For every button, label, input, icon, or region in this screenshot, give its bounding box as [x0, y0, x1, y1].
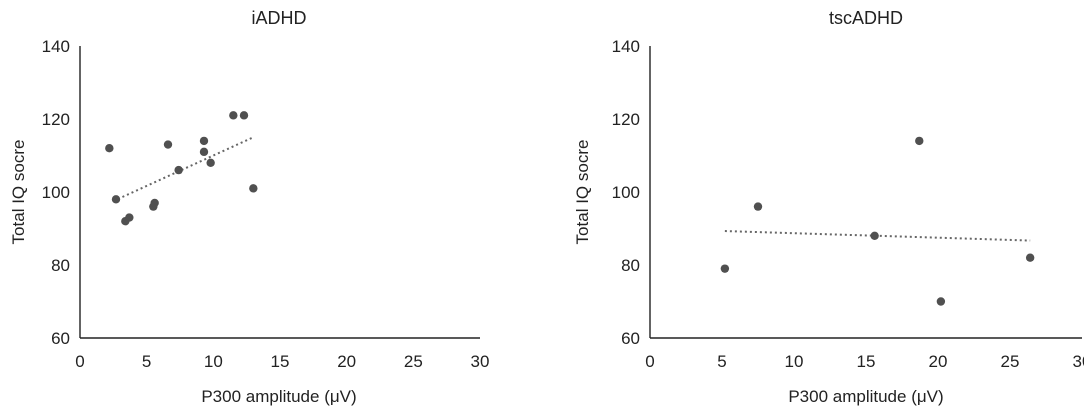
x-axis-label: P300 amplitude (μV): [201, 387, 356, 406]
data-point: [111, 195, 121, 204]
trendline: [112, 136, 254, 203]
x-tick-label: 25: [1001, 352, 1020, 371]
scatter-chart-iadhd: iADHD P300 amplitude (μV) Total IQ socre…: [9, 8, 490, 406]
y-tick-label: 100: [612, 183, 640, 202]
y-tick-label: 80: [621, 256, 640, 275]
x-tick-label: 20: [929, 352, 948, 371]
data-point: [125, 213, 134, 222]
data-point: [753, 202, 763, 211]
y-tick-label: 120: [42, 110, 70, 129]
x-tick-label: 15: [271, 352, 290, 371]
x-tick-label: 5: [717, 352, 726, 371]
y-tick-label: 140: [42, 37, 70, 56]
chart-title: iADHD: [251, 8, 306, 28]
y-tick-label: 120: [612, 110, 640, 129]
data-point: [249, 184, 258, 193]
x-tick-label: 20: [337, 352, 356, 371]
x-tick-label: 10: [785, 352, 804, 371]
y-tick-label: 80: [51, 256, 70, 275]
data-point: [150, 198, 159, 208]
data-point: [163, 140, 173, 149]
x-tick-label: 0: [645, 352, 654, 371]
y-tick-label: 140: [612, 37, 640, 56]
y-tick-label: 60: [621, 329, 640, 348]
data-point: [1025, 253, 1035, 262]
x-axis-label: P300 amplitude (μV): [788, 387, 943, 406]
chart-panel-tscadhd: tscADHD P300 amplitude (μV) Total IQ soc…: [542, 0, 1084, 411]
data-point: [199, 136, 209, 146]
y-tick-label: 60: [51, 329, 70, 348]
data-point: [105, 144, 114, 153]
data-point: [199, 147, 209, 157]
data-point: [870, 231, 879, 240]
y-tick-label: 100: [42, 183, 70, 202]
data-point: [936, 297, 946, 306]
x-tick-label: 5: [142, 352, 151, 371]
chart-panel-iadhd: iADHD P300 amplitude (μV) Total IQ socre…: [9, 8, 490, 406]
x-tick-label: 0: [75, 352, 84, 371]
y-axis-label: Total IQ socre: [573, 140, 592, 245]
data-point: [229, 111, 238, 120]
data-point: [174, 165, 183, 175]
x-tick-label: 10: [204, 352, 223, 371]
x-tick-label: 25: [404, 352, 423, 371]
data-point: [206, 158, 215, 167]
trendline: [724, 230, 1031, 242]
y-axis-label: Total IQ socre: [9, 140, 28, 245]
x-tick-label: 15: [857, 352, 876, 371]
data-point: [915, 136, 924, 146]
x-tick-label: 30: [1073, 352, 1084, 371]
data-point: [720, 264, 730, 273]
scatter-chart-tscadhd: tscADHD P300 amplitude (μV) Total IQ soc…: [573, 8, 1084, 406]
chart-title: tscADHD: [829, 8, 903, 28]
data-point: [239, 111, 249, 120]
x-tick-label: 30: [471, 352, 490, 371]
